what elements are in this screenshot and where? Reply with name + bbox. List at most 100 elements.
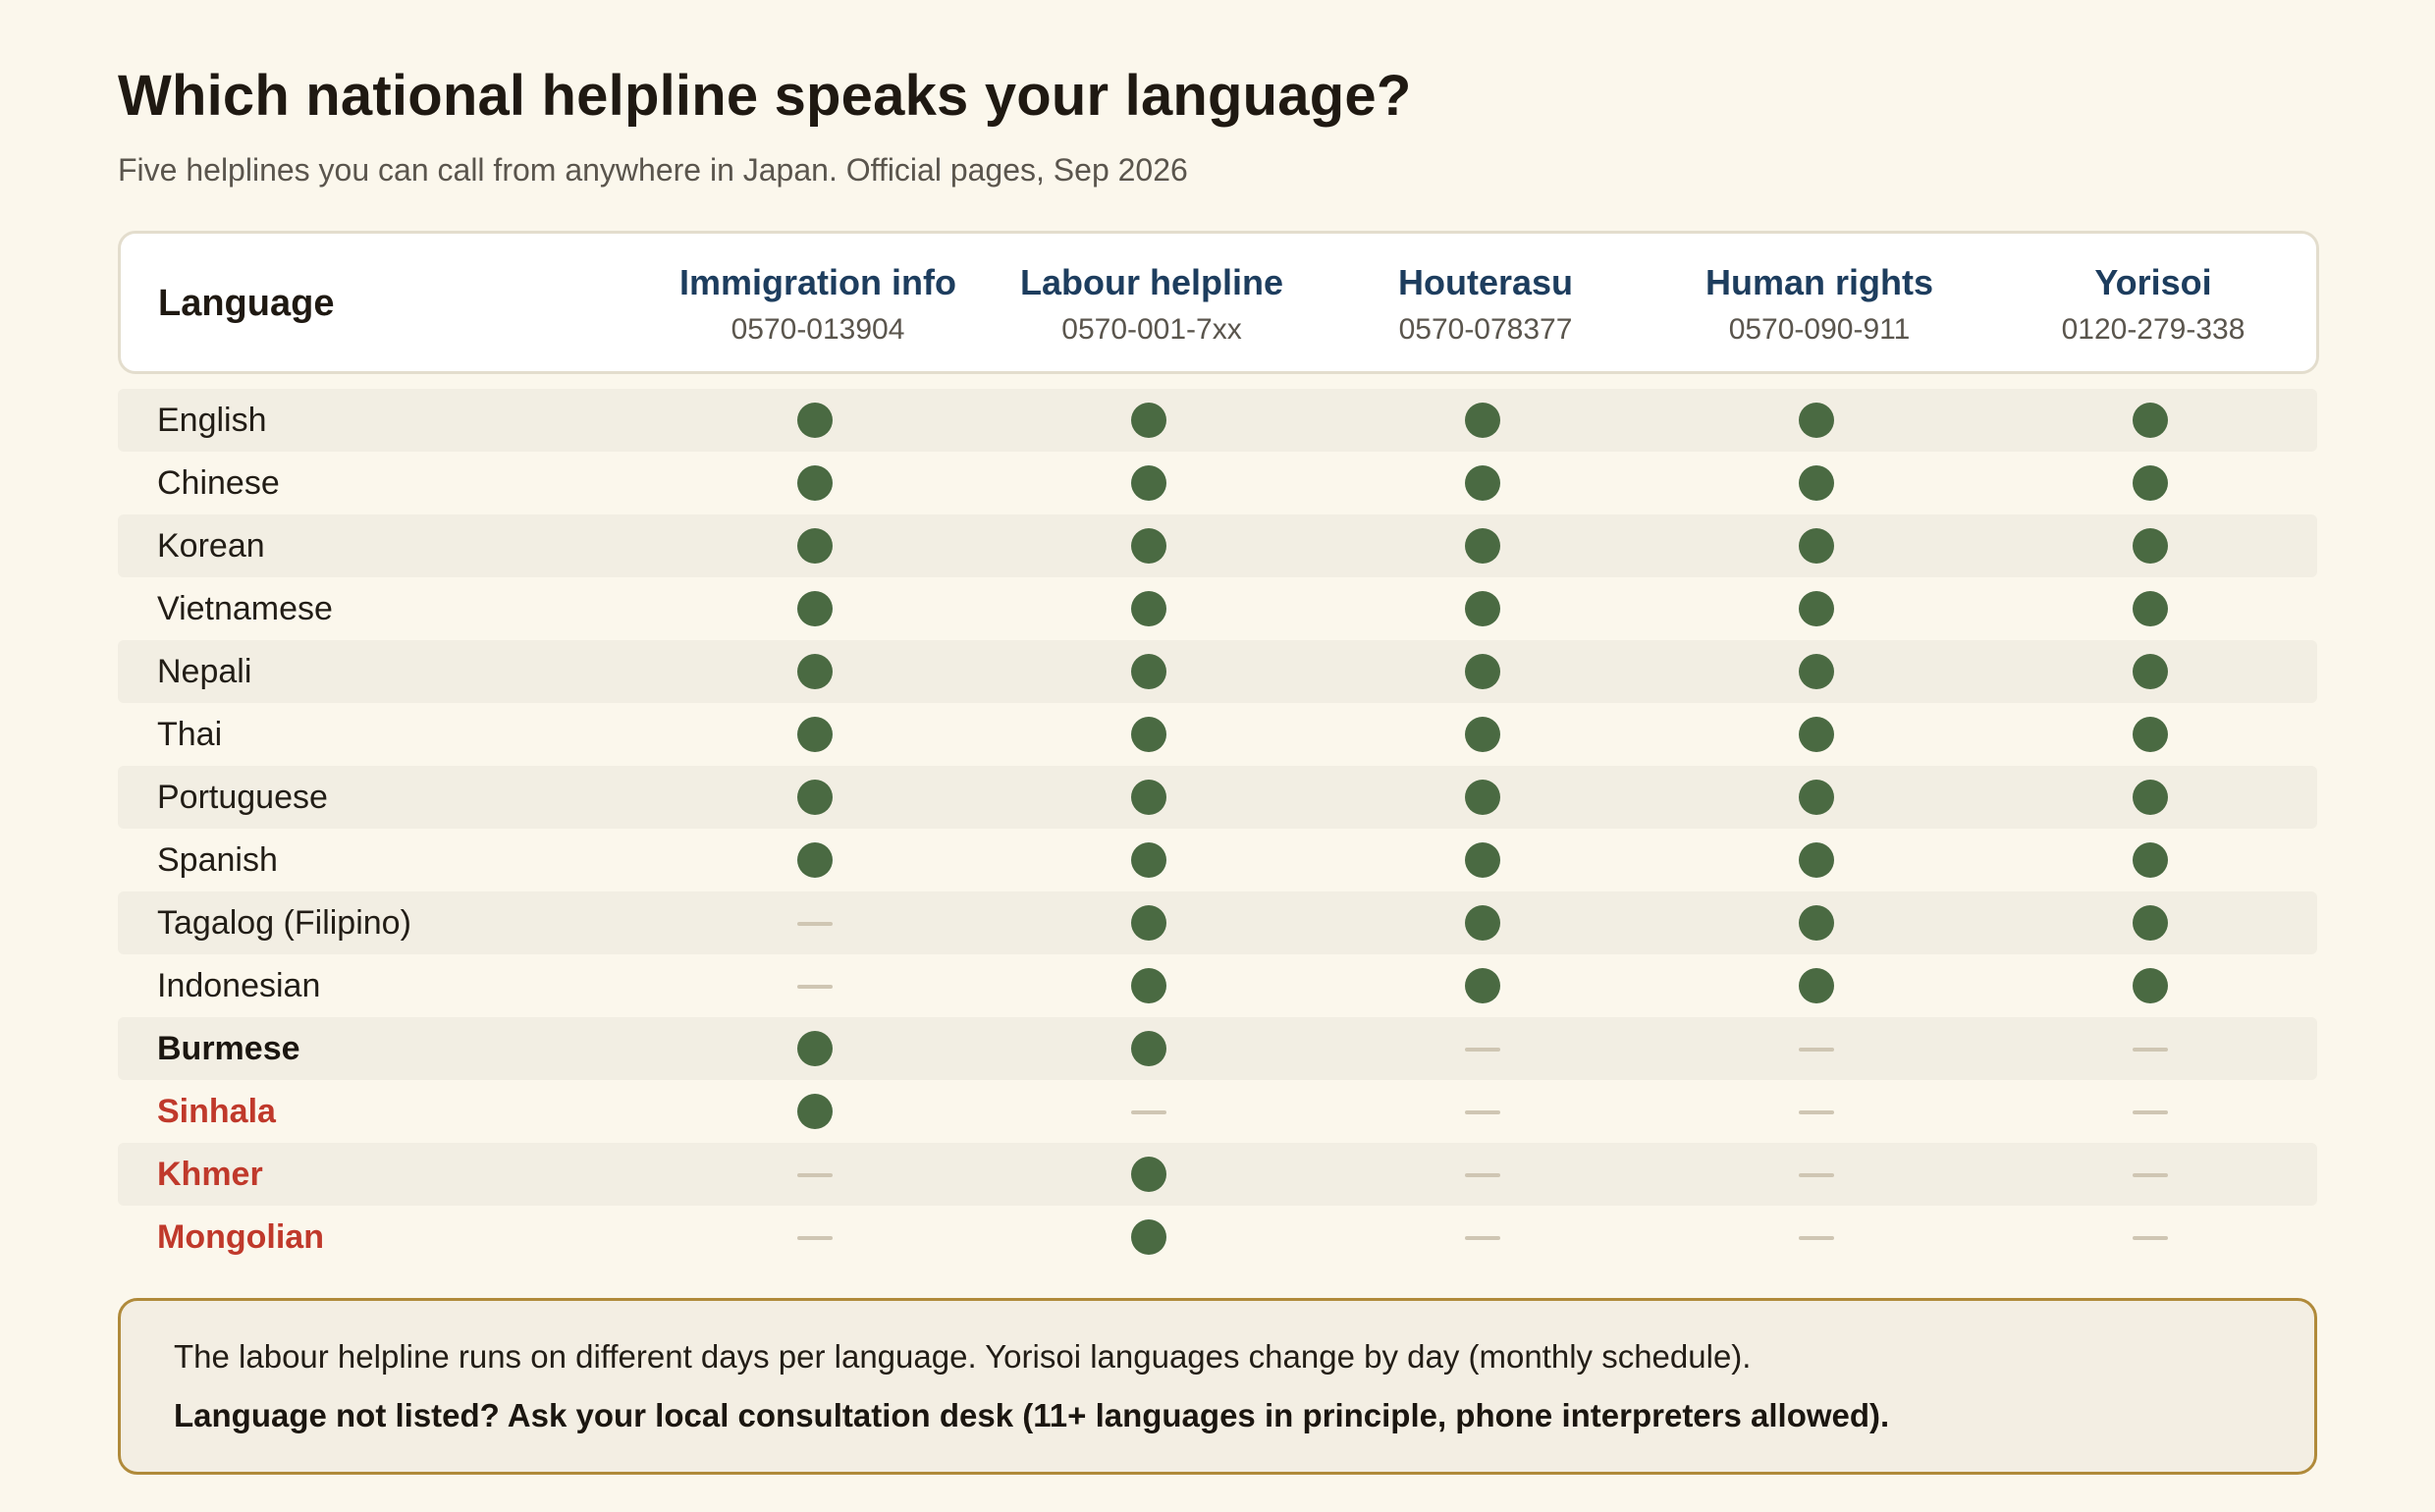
availability-cell [1650,1143,1983,1206]
availability-cell [1983,1206,2317,1269]
filled-circle-icon [1799,968,1834,1003]
availability-cell [1983,766,2317,829]
page-title: Which national helpline speaks your lang… [118,64,1412,128]
helpline-phone: 0570-078377 [1398,313,1573,346]
filled-circle-icon [2133,591,2168,626]
language-label: Thai [157,716,223,753]
filled-circle-icon [1131,968,1166,1003]
dash-icon [2133,1236,2168,1240]
language-label: Khmer [157,1156,263,1193]
availability-cell [982,640,1316,703]
availability-cell [648,452,982,514]
availability-cell [1650,1206,1983,1269]
filled-circle-icon [2133,528,2168,564]
availability-cell [982,577,1316,640]
dash-icon [1799,1048,1834,1052]
dash-icon [1799,1110,1834,1114]
table-row: English [118,389,2317,452]
availability-cell [1983,389,2317,452]
language-label: Sinhala [157,1093,276,1130]
availability-cell [982,1143,1316,1206]
helpline-name: Immigration info [679,262,956,302]
availability-cell [982,829,1316,891]
language-label: Korean [157,527,265,565]
filled-circle-icon [2133,905,2168,941]
column-header-0: Immigration info 0570-013904 [651,261,985,348]
filled-circle-icon [1131,1157,1166,1192]
filled-circle-icon [1465,654,1500,689]
availability-cell [648,1080,982,1143]
availability-cell [1316,766,1650,829]
dash-icon [1465,1236,1500,1240]
helpline-phone: 0570-013904 [730,313,905,346]
filled-circle-icon [797,591,833,626]
availability-cell [1316,577,1650,640]
filled-circle-icon [2133,780,2168,815]
filled-circle-icon [2133,654,2168,689]
filled-circle-icon [1465,528,1500,564]
dash-icon [797,1236,833,1240]
language-label: Indonesian [157,967,321,1004]
dash-icon [797,985,833,989]
filled-circle-icon [1465,905,1500,941]
language-label: Portuguese [157,779,328,816]
table-row: Indonesian [118,954,2317,1017]
helpline-name: Labour helpline [1019,262,1283,302]
availability-cell [648,829,982,891]
availability-cell [1650,703,1983,766]
availability-cell [1650,829,1983,891]
availability-cell [1316,389,1650,452]
availability-cell [648,514,982,577]
table-row: Burmese [118,1017,2317,1080]
availability-cell [1983,452,2317,514]
column-header-1: Labour helpline 0570-001-7xx [985,261,1319,348]
filled-circle-icon [797,1031,833,1066]
availability-cell [1650,954,1983,1017]
table-row: Nepali [118,640,2317,703]
dash-icon [1131,1110,1166,1114]
language-label: Tagalog (Filipino) [157,904,411,942]
filled-circle-icon [2133,968,2168,1003]
availability-cell [1650,891,1983,954]
table-row: Chinese [118,452,2317,514]
language-label: Burmese [157,1030,300,1067]
availability-cell [1316,703,1650,766]
table-row: Sinhala [118,1080,2317,1143]
availability-cell [982,891,1316,954]
table-row: Mongolian [118,1206,2317,1269]
availability-cell [648,891,982,954]
availability-cell [1983,1017,2317,1080]
availability-cell [1983,1080,2317,1143]
column-header-2: Houterasu 0570-078377 [1319,261,1652,348]
filled-circle-icon [797,654,833,689]
availability-cell [982,703,1316,766]
dash-icon [1799,1236,1834,1240]
filled-circle-icon [797,403,833,438]
note-schedule: The labour helpline runs on different da… [174,1338,1752,1375]
dash-icon [1799,1173,1834,1177]
availability-cell [982,1206,1316,1269]
table-header: Language Immigration info 0570-013904 Labo… [118,231,2319,374]
table-row: Khmer [118,1143,2317,1206]
helpline-name: Yorisoi [2094,262,2212,302]
filled-circle-icon [1131,465,1166,501]
column-header-3: Human rights 0570-090-911 [1652,261,1986,348]
availability-cell [1316,640,1650,703]
filled-circle-icon [797,528,833,564]
language-label: Chinese [157,464,280,502]
filled-circle-icon [1131,717,1166,752]
availability-cell [1316,1206,1650,1269]
page-subtitle: Five helplines you can call from anywher… [118,152,1188,188]
filled-circle-icon [2133,842,2168,878]
filled-circle-icon [797,780,833,815]
filled-circle-icon [1799,717,1834,752]
availability-cell [648,1143,982,1206]
availability-cell [982,766,1316,829]
table-row: Korean [118,514,2317,577]
availability-cell [1983,954,2317,1017]
dash-icon [1465,1173,1500,1177]
availability-cell [1316,514,1650,577]
availability-cell [1316,829,1650,891]
filled-circle-icon [1465,968,1500,1003]
availability-cell [982,514,1316,577]
